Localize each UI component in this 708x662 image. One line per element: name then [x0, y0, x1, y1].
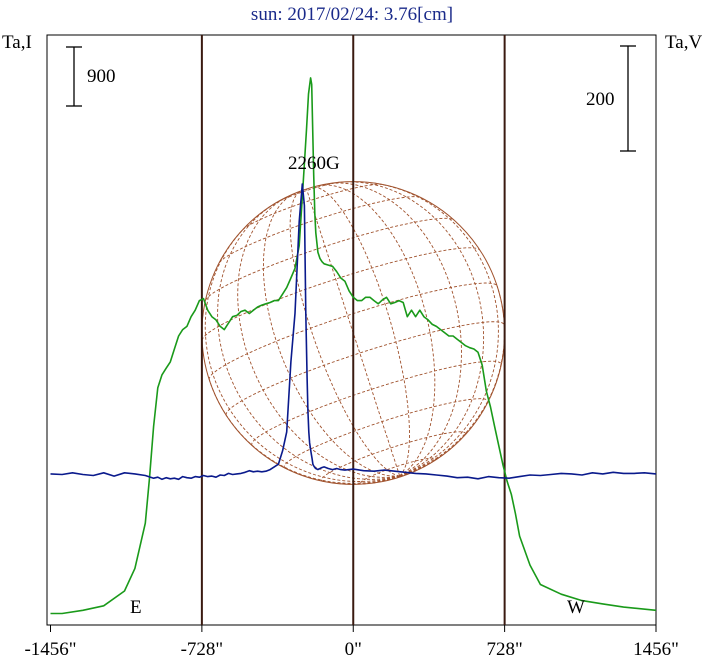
longitude-line: [399, 446, 454, 477]
x-tick-label: -728": [181, 639, 224, 660]
solar-disk: [201, 181, 506, 485]
longitude-line: [312, 186, 410, 477]
longitude-line: [399, 465, 426, 477]
x-tick-label: 0": [345, 639, 362, 660]
scale-right-label: 200: [586, 89, 615, 110]
latitude-line: [320, 431, 466, 482]
longitude-line: [208, 379, 400, 484]
series-line-I: [50, 77, 657, 615]
chart-title: sun: 2017/02/24: 3.76[cm]: [251, 4, 453, 25]
latitude-line: [251, 360, 502, 446]
plot-frame: [46, 34, 657, 626]
x-tick-label: 728": [486, 639, 522, 660]
longitude-line: [317, 184, 436, 477]
scale-bar-right: [620, 45, 636, 152]
longitude-line: [217, 202, 400, 480]
vertical-lines: [200, 35, 506, 625]
peak-annotation: 2260G: [288, 153, 340, 174]
longitude-line: [204, 223, 400, 482]
longitude-line: [289, 190, 400, 477]
series-group: [50, 77, 657, 615]
longitude-line: [328, 182, 462, 477]
label-west: W: [567, 597, 585, 618]
longitude-line: [339, 181, 485, 477]
latitude-line: [360, 457, 436, 485]
ylabel-left: Ta,I: [2, 32, 32, 53]
series-line-V: [50, 183, 657, 481]
latitude-line: [218, 196, 421, 263]
ylabel-right: Ta,V: [665, 32, 702, 53]
x-tick-label: -1456": [24, 639, 76, 660]
latitude-line: [283, 398, 489, 469]
x-axis: -1456" -728" 0" 728" 1456": [24, 625, 679, 660]
x-tick-label: 1456": [633, 639, 679, 660]
latitude-line: [201, 247, 481, 341]
longitude-line: [306, 188, 401, 477]
scale-bar-left: [66, 46, 82, 107]
latitude-line: [242, 183, 382, 230]
scale-left-label: 900: [87, 66, 116, 87]
longitude-line: [374, 182, 499, 477]
longitude-line: [237, 197, 400, 478]
longitude-line: [262, 192, 400, 477]
label-east: E: [130, 597, 142, 618]
